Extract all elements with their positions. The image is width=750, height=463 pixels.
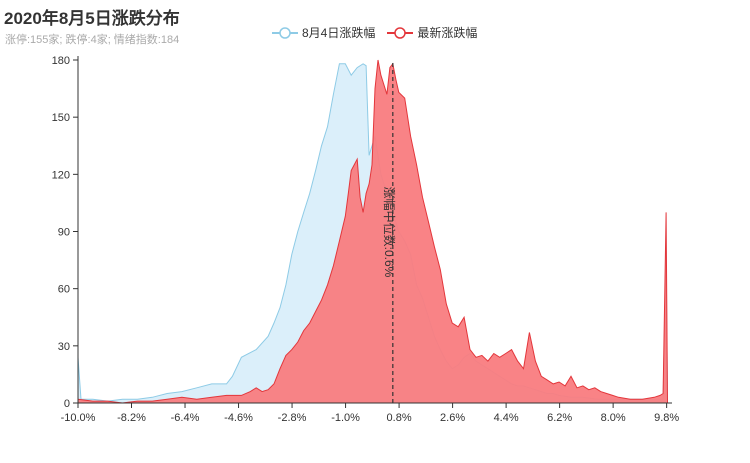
chart-title: 2020年8月5日涨跌分布 <box>4 9 180 28</box>
series-line-2[interactable] <box>77 59 668 404</box>
y-tick-label: 0 <box>64 398 70 410</box>
x-tick-label: 4.4% <box>494 412 519 424</box>
x-tick-label: 0.8% <box>387 412 412 424</box>
legend-item-series-1[interactable]: 8月4日涨跌幅 <box>272 24 375 41</box>
x-tick-label: -1.0% <box>331 412 360 424</box>
y-tick-label: 90 <box>58 227 70 239</box>
x-tick-label: 6.2% <box>547 412 572 424</box>
x-tick-label: -2.8% <box>278 412 307 424</box>
legend-item-series-2[interactable]: 最新涨跌幅 <box>387 24 477 41</box>
x-tick-label: -6.4% <box>171 412 200 424</box>
median-label: 涨幅中位数:0.6% <box>382 187 397 278</box>
x-tick-label: -10.0% <box>61 412 96 424</box>
y-tick-label: 150 <box>52 112 70 124</box>
y-tick-label: 30 <box>58 341 70 353</box>
x-tick-label: 8.0% <box>601 412 626 424</box>
legend-label-series-2: 最新涨跌幅 <box>417 26 478 40</box>
legend-marker-series-2 <box>387 26 414 39</box>
y-tick-label: 180 <box>52 55 70 67</box>
legend: 8月4日涨跌幅 最新涨跌幅 <box>272 24 477 41</box>
x-tick-label: -8.2% <box>117 412 146 424</box>
series-area-2 <box>78 60 668 403</box>
chart-subtitle: 涨停:155家; 跌停:4家; 情绪指数:184 <box>5 34 180 46</box>
x-tick-label: -4.6% <box>224 412 253 424</box>
x-tick-label: 2.6% <box>440 412 465 424</box>
y-tick-label: 120 <box>52 169 70 181</box>
y-tick-label: 60 <box>58 284 70 296</box>
legend-marker-series-1 <box>272 26 298 39</box>
legend-label-series-1: 8月4日涨跌幅 <box>302 26 376 40</box>
x-tick-label: 9.8% <box>654 412 679 424</box>
